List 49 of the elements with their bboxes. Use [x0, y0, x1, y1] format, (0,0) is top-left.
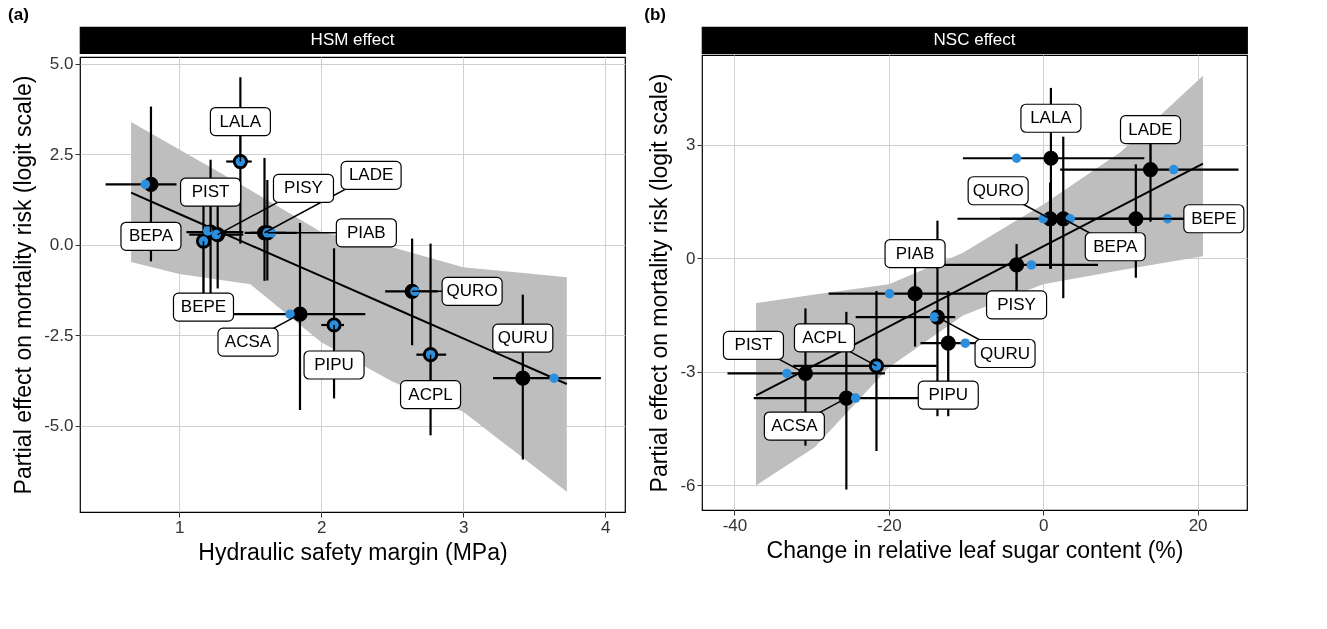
x-axis-title: Hydraulic safety margin (MPa): [198, 538, 508, 565]
y-axis-title: Partial effect on mortality risk (logit scale): [646, 73, 673, 493]
annotation: PIST: [191, 182, 230, 202]
annotation: LALA: [219, 111, 262, 131]
annotation: QURU: [980, 343, 1031, 363]
y-tick-label: 5.0: [49, 54, 74, 74]
x-tick-label: 2: [317, 517, 327, 537]
annotation: LADE: [348, 165, 394, 185]
annotation: BEPE: [1191, 208, 1237, 228]
x-tick-label: 0: [1038, 515, 1049, 535]
chart-title: HSM effect: [310, 30, 395, 49]
annotation: PISY: [997, 294, 1036, 314]
x-tick-label: -20: [877, 515, 902, 535]
y-axis-title: Partial effect on mortality risk (logit scale): [10, 75, 37, 495]
x-tick-label: 20: [1188, 515, 1208, 535]
annotation: QURU: [497, 328, 548, 348]
text: (b): [644, 5, 666, 25]
y-tick-label: 0.0: [49, 235, 74, 255]
x-tick-label: 4: [600, 517, 611, 537]
annotation: ACPL: [408, 384, 453, 404]
x-axis-title: Change in relative leaf sugar content (%): [766, 536, 1184, 563]
y-tick-label: 2.5: [49, 144, 74, 164]
annotation: PIPU: [928, 385, 969, 405]
annotation: QURO: [446, 281, 498, 301]
annotation: PIST: [734, 335, 773, 355]
y-tick-label: -3: [680, 362, 696, 382]
annotation: LALA: [1030, 108, 1073, 128]
chart-title: NSC effect: [933, 30, 1016, 49]
y-tick-label: 0: [686, 248, 696, 268]
annotation: PIAB: [895, 243, 935, 263]
x-tick-label: 3: [458, 517, 469, 537]
annotation: BEPA: [1093, 236, 1138, 256]
annotation: PIAB: [346, 222, 386, 242]
annotation: ACPL: [802, 327, 847, 347]
annotation: BEPA: [128, 226, 174, 246]
x-tick-label: -40: [722, 515, 748, 535]
annotation: PISY: [284, 178, 323, 198]
annotation: QURO: [972, 180, 1024, 200]
text: (a): [8, 5, 29, 25]
x-tick-label: 1: [175, 517, 185, 537]
annotation: ACSA: [224, 332, 272, 352]
annotation: PIPU: [314, 355, 354, 375]
annotation: BEPE: [180, 297, 227, 317]
y-tick-label: -5.0: [44, 416, 74, 436]
annotation: LADE: [1128, 119, 1173, 139]
y-tick-label: -2.5: [44, 325, 74, 345]
y-tick-label: 3: [686, 135, 696, 155]
y-tick-label: -6: [680, 475, 696, 495]
annotation: ACSA: [771, 416, 819, 436]
